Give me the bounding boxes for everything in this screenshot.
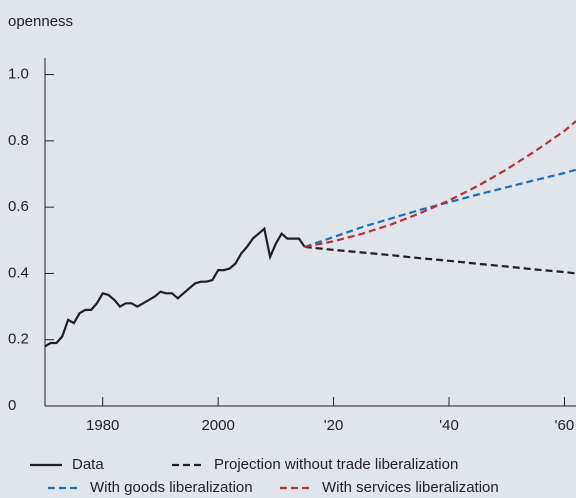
x-tick-label: '20	[324, 417, 344, 434]
y-axis-label: openness	[8, 13, 73, 30]
y-tick-label: 1.0	[8, 66, 29, 83]
line-series	[44, 226, 306, 348]
y-tick-label: 0.6	[8, 198, 29, 215]
x-tick-label: '60	[555, 417, 575, 434]
legend-label: With goods liberalization	[90, 479, 253, 496]
y-tick-label: 0	[8, 397, 16, 414]
y-tick-label: 0.2	[8, 331, 29, 348]
x-tick-label: 2000	[201, 417, 234, 434]
y-tick-label: 0.4	[8, 264, 29, 281]
line-series	[304, 168, 576, 248]
x-tick-label: 1980	[86, 417, 119, 434]
legend-label: Data	[72, 456, 104, 473]
y-tick-label: 0.8	[8, 132, 29, 149]
legend-label: Projection without trade liberalization	[214, 456, 458, 473]
x-tick-label: '40	[439, 417, 459, 434]
legend-label: With services liberalization	[322, 479, 499, 496]
line-series	[304, 120, 576, 248]
line-series	[304, 245, 576, 275]
